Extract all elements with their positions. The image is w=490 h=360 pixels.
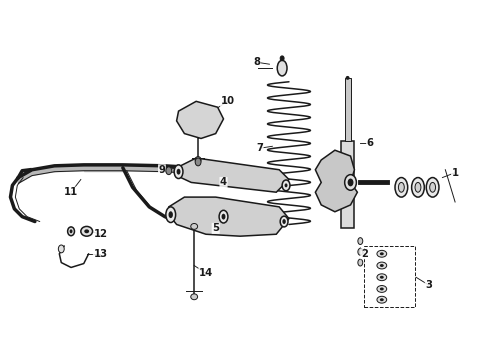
Ellipse shape: [280, 216, 288, 227]
Ellipse shape: [430, 183, 436, 192]
Polygon shape: [176, 101, 223, 139]
Ellipse shape: [195, 158, 201, 166]
Text: 4: 4: [220, 177, 227, 188]
Ellipse shape: [377, 262, 387, 269]
Text: 13: 13: [94, 249, 107, 259]
Ellipse shape: [412, 177, 424, 197]
Ellipse shape: [221, 214, 225, 220]
Ellipse shape: [358, 259, 363, 266]
Polygon shape: [169, 197, 289, 236]
Ellipse shape: [191, 294, 197, 300]
Polygon shape: [32, 166, 54, 176]
Ellipse shape: [344, 175, 356, 190]
Ellipse shape: [380, 276, 384, 279]
Ellipse shape: [84, 229, 89, 233]
Ellipse shape: [68, 227, 74, 236]
Ellipse shape: [377, 274, 387, 281]
Ellipse shape: [191, 224, 197, 229]
Polygon shape: [84, 165, 123, 171]
Polygon shape: [18, 170, 32, 184]
Polygon shape: [176, 158, 289, 192]
Ellipse shape: [377, 250, 387, 257]
Ellipse shape: [395, 177, 408, 197]
Text: 2: 2: [361, 249, 368, 259]
Text: 12: 12: [94, 229, 107, 239]
Ellipse shape: [219, 210, 228, 223]
Ellipse shape: [358, 238, 363, 244]
Ellipse shape: [426, 177, 439, 197]
Ellipse shape: [398, 183, 404, 192]
Ellipse shape: [358, 248, 363, 255]
Polygon shape: [165, 166, 196, 174]
Ellipse shape: [166, 167, 171, 175]
Ellipse shape: [285, 184, 288, 187]
Bar: [341, 141, 354, 228]
Bar: [364, 246, 415, 307]
Text: 5: 5: [212, 223, 219, 233]
Text: 9: 9: [158, 165, 165, 175]
Ellipse shape: [195, 157, 201, 163]
Ellipse shape: [166, 207, 175, 222]
Ellipse shape: [282, 180, 290, 191]
Ellipse shape: [169, 211, 173, 218]
Ellipse shape: [70, 229, 73, 233]
Ellipse shape: [176, 169, 180, 175]
Text: 7: 7: [256, 143, 263, 153]
Ellipse shape: [174, 165, 183, 179]
Ellipse shape: [81, 226, 93, 236]
Ellipse shape: [377, 296, 387, 303]
Text: 6: 6: [367, 138, 373, 148]
Ellipse shape: [380, 252, 384, 255]
Text: 8: 8: [253, 57, 260, 67]
Ellipse shape: [380, 298, 384, 301]
Ellipse shape: [58, 245, 64, 253]
Polygon shape: [316, 150, 357, 212]
Text: 11: 11: [64, 187, 78, 197]
Ellipse shape: [377, 285, 387, 292]
Text: 14: 14: [199, 268, 213, 278]
Polygon shape: [123, 165, 165, 172]
Ellipse shape: [282, 219, 286, 224]
Text: 3: 3: [425, 280, 432, 290]
Ellipse shape: [277, 60, 287, 76]
Ellipse shape: [380, 264, 384, 267]
Ellipse shape: [280, 56, 284, 61]
Ellipse shape: [345, 76, 349, 80]
Ellipse shape: [415, 183, 421, 192]
Ellipse shape: [347, 179, 353, 186]
Ellipse shape: [380, 288, 384, 291]
Text: 10: 10: [220, 96, 234, 106]
Polygon shape: [54, 165, 84, 172]
Text: 1: 1: [452, 168, 459, 178]
Bar: [344, 78, 350, 141]
